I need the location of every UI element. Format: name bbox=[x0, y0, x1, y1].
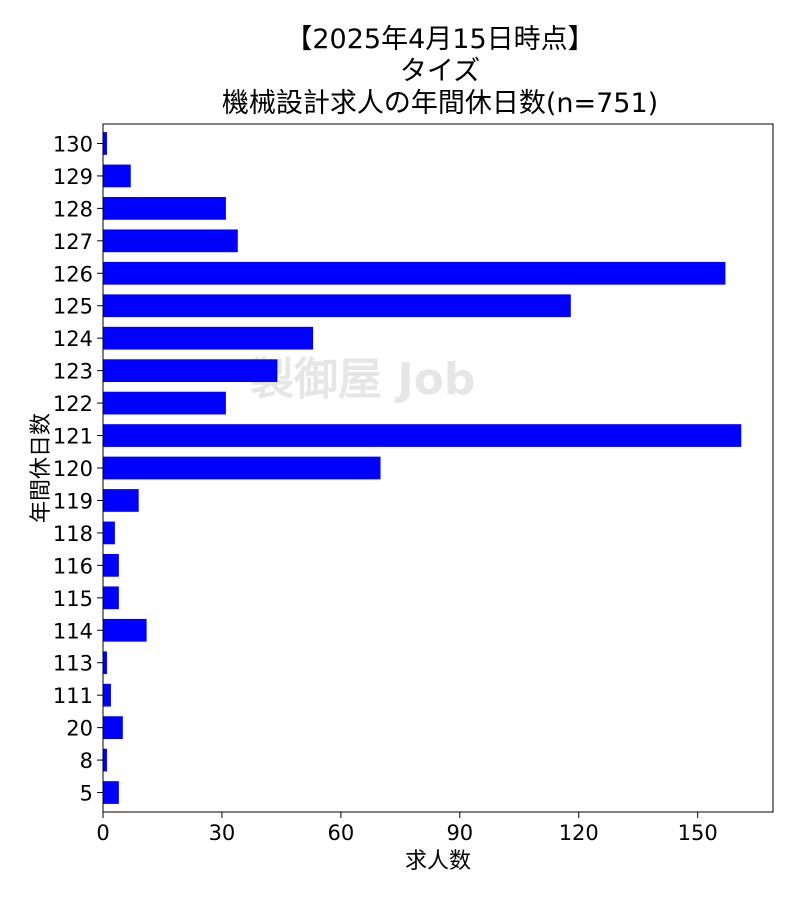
x-axis: 0 30 60 90 120 150 bbox=[96, 812, 718, 845]
bar-120 bbox=[103, 456, 381, 480]
y-tick-label: 114 bbox=[53, 619, 93, 643]
x-tick-label: 120 bbox=[559, 821, 599, 845]
bar-114 bbox=[103, 618, 147, 642]
bar-126 bbox=[103, 261, 726, 285]
y-axis-label: 年間休日数 bbox=[29, 413, 54, 523]
y-tick-label: 116 bbox=[53, 554, 93, 578]
x-tick-label: 90 bbox=[446, 821, 473, 845]
x-tick-label: 0 bbox=[96, 821, 109, 845]
y-tick-label: 127 bbox=[53, 230, 93, 254]
y-tick-label: 122 bbox=[53, 392, 93, 416]
bar-122 bbox=[103, 391, 226, 415]
bar-125 bbox=[103, 294, 571, 318]
chart-title-line-1: 【2025年4月15日時点】 bbox=[285, 24, 595, 55]
bar-119 bbox=[103, 489, 139, 512]
bars-group bbox=[103, 132, 742, 804]
y-tick-label: 8 bbox=[80, 749, 93, 773]
bar-129 bbox=[103, 164, 131, 188]
y-tick-label: 111 bbox=[53, 684, 93, 708]
y-tick-label: 125 bbox=[53, 295, 93, 319]
x-axis-label: 求人数 bbox=[405, 849, 471, 874]
bar-130 bbox=[103, 132, 107, 155]
y-tick-label: 115 bbox=[53, 587, 93, 611]
y-tick-label: 124 bbox=[53, 327, 93, 351]
bar-128 bbox=[103, 197, 226, 220]
y-tick-label: 20 bbox=[66, 717, 93, 741]
y-tick-label: 120 bbox=[53, 457, 93, 481]
bar-113 bbox=[103, 651, 107, 675]
y-tick-label: 130 bbox=[53, 132, 93, 156]
chart-title-line-2: タイズ bbox=[399, 56, 481, 87]
bar-116 bbox=[103, 554, 119, 577]
y-tick-label: 113 bbox=[53, 652, 93, 676]
y-tick-label: 118 bbox=[53, 522, 93, 546]
bar-123 bbox=[103, 359, 278, 382]
bar-111 bbox=[103, 683, 111, 707]
chart-title-line-3: 機械設計求人の年間休日数(n=751) bbox=[221, 88, 659, 119]
y-tick-label: 128 bbox=[53, 197, 93, 221]
y-tick-label: 119 bbox=[53, 489, 93, 513]
bar-121 bbox=[103, 424, 742, 447]
y-tick-label: 123 bbox=[53, 360, 93, 384]
bar-20 bbox=[103, 716, 123, 739]
watermark: 製御屋 Job bbox=[250, 354, 475, 405]
y-axis: 130 129 128 127 126 125 124 123 122 121 120 119 118 1… bbox=[53, 132, 103, 806]
y-tick-label: 129 bbox=[53, 165, 93, 189]
chart-title: 【2025年4月15日時点】 タイズ 機械設計求人の年間休日数(n=751) bbox=[0, 24, 800, 120]
y-tick-label: 121 bbox=[53, 425, 93, 449]
y-tick-label: 126 bbox=[53, 262, 93, 286]
y-tick-label: 5 bbox=[80, 782, 93, 806]
bar-115 bbox=[103, 586, 119, 610]
x-tick-label: 60 bbox=[328, 821, 355, 845]
bar-118 bbox=[103, 521, 115, 545]
bar-8 bbox=[103, 748, 107, 772]
x-tick-label: 150 bbox=[678, 821, 718, 845]
bar-127 bbox=[103, 229, 238, 253]
bar-5 bbox=[103, 781, 119, 804]
x-tick-label: 30 bbox=[209, 821, 236, 845]
bar-124 bbox=[103, 326, 314, 350]
